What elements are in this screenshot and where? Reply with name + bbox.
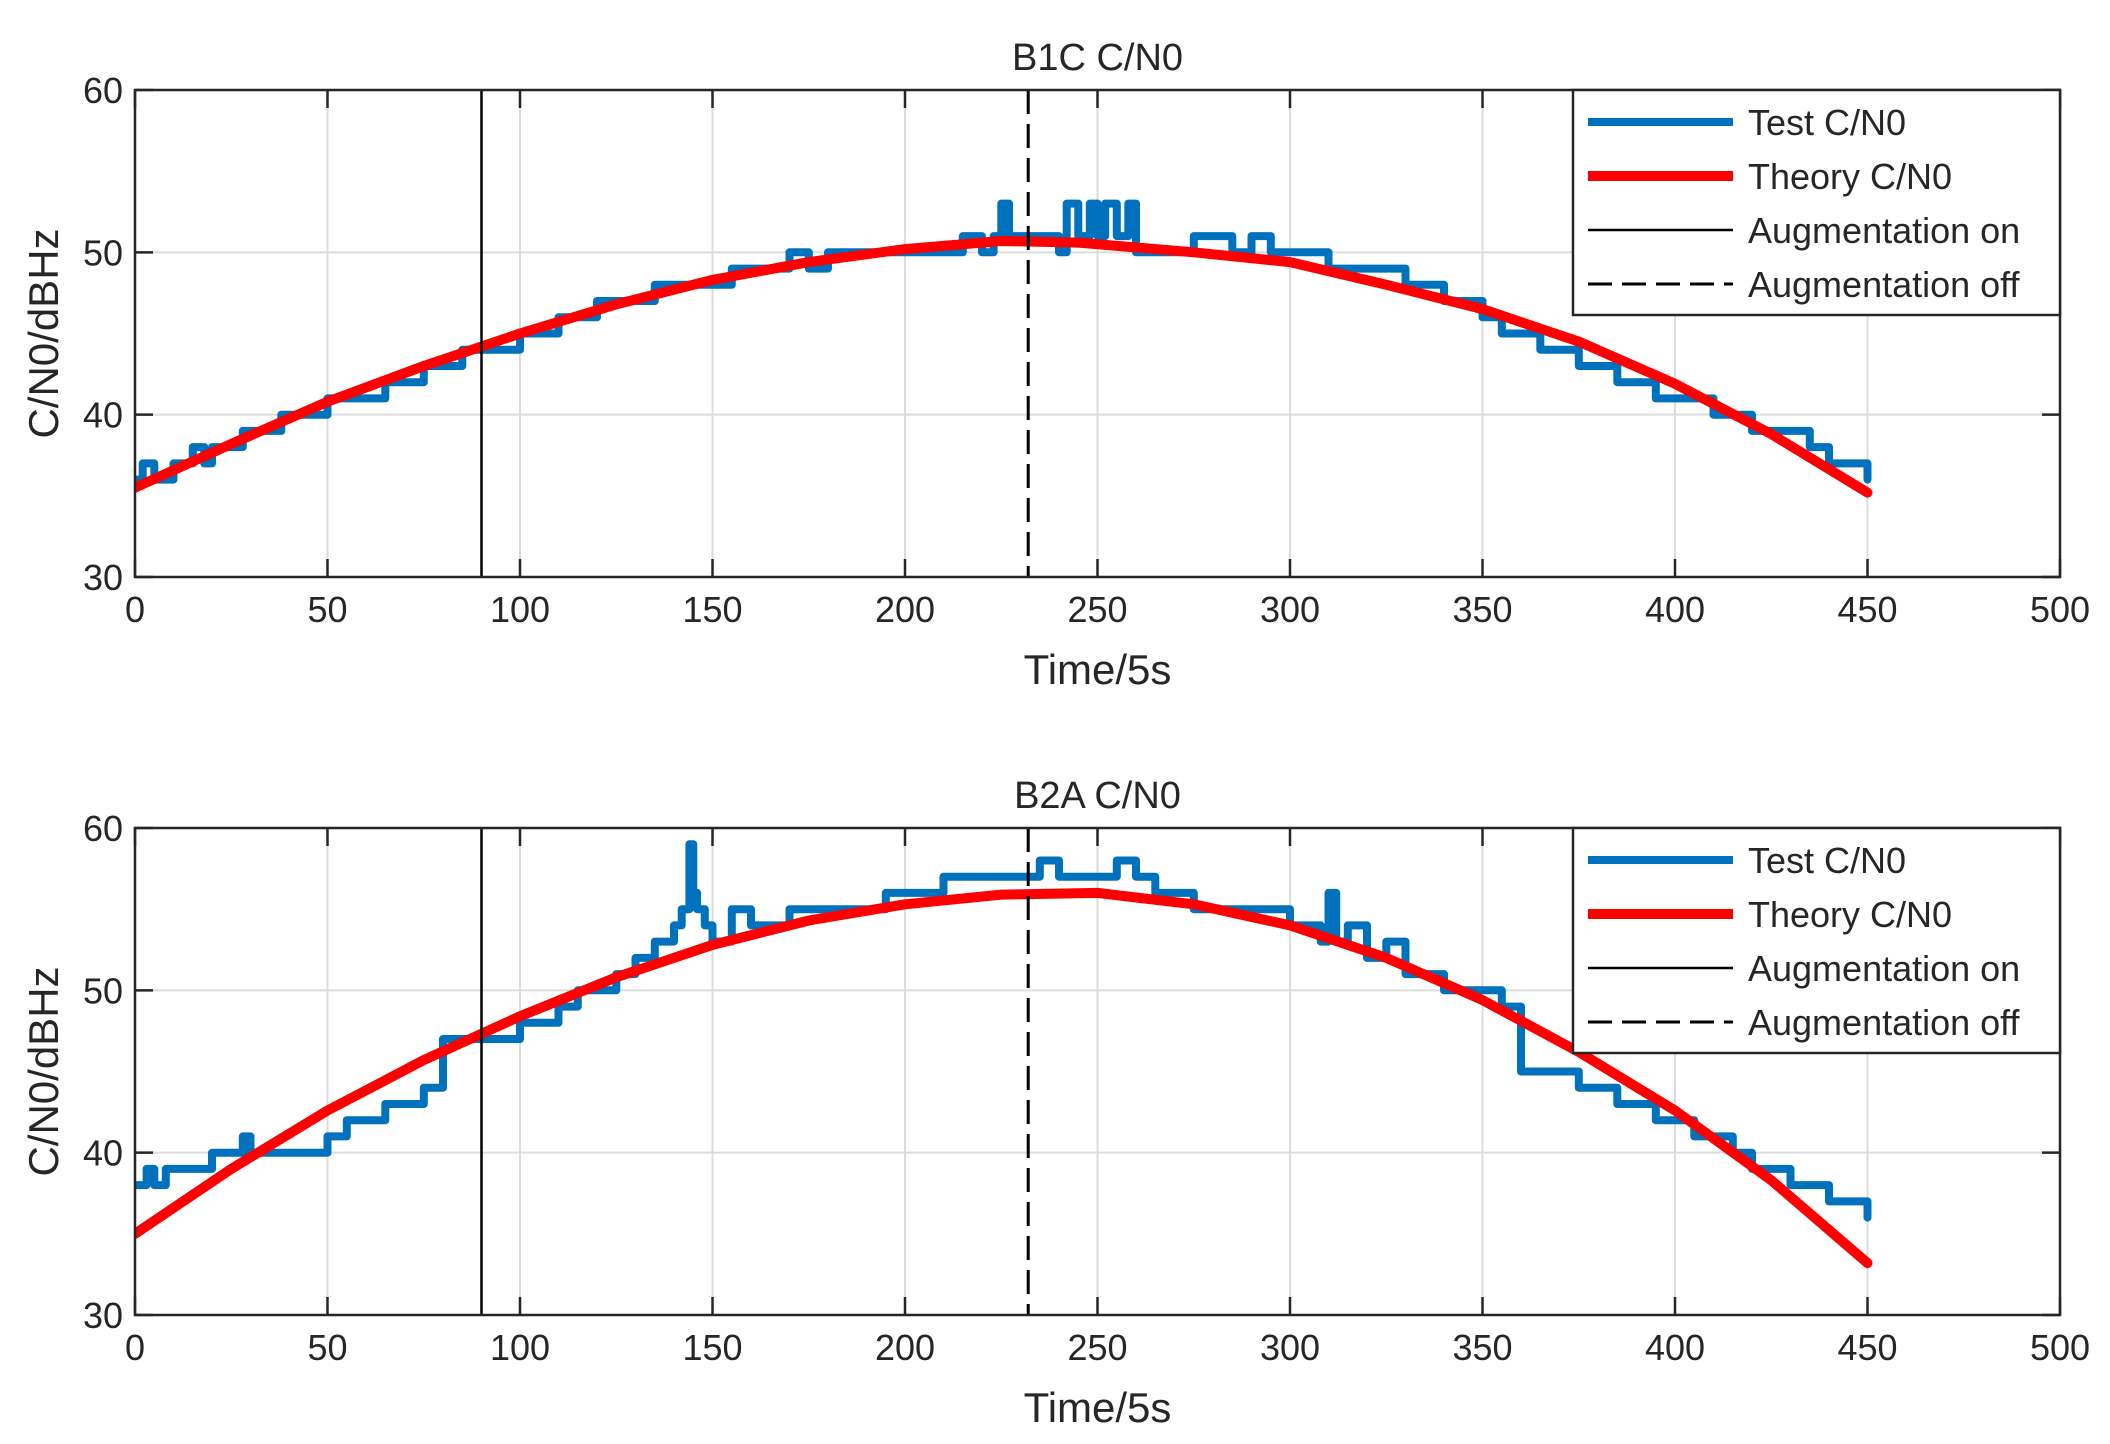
x-tick-label: 500: [2030, 1327, 2090, 1368]
x-tick-label: 500: [2030, 589, 2090, 630]
y-tick-label: 40: [83, 1133, 123, 1174]
y-tick-label: 40: [83, 395, 123, 436]
y-axis-label: C/N0/dBHz: [20, 966, 67, 1176]
legend-label: Augmentation off: [1748, 1002, 2021, 1043]
x-tick-label: 300: [1260, 1327, 1320, 1368]
legend-label: Theory C/N0: [1748, 894, 1952, 935]
legend-label: Augmentation on: [1748, 210, 2020, 251]
chart-title: B1C C/N0: [1012, 37, 1183, 79]
x-axis-label: Time/5s: [1024, 1384, 1172, 1431]
x-tick-label: 150: [682, 1327, 742, 1368]
series-line-theory: [135, 236, 1873, 498]
series-line-test: [135, 840, 1872, 1222]
y-tick-label: 60: [83, 70, 123, 111]
legend-label: Theory C/N0: [1748, 156, 1952, 197]
x-tick-label: 350: [1452, 589, 1512, 630]
x-axis-label: Time/5s: [1024, 646, 1172, 693]
x-tick-label: 50: [307, 589, 347, 630]
x-tick-label: 100: [490, 1327, 550, 1368]
legend: Test C/N0 Theory C/N0 Augmentation on Augme…: [1571, 88, 2062, 317]
y-tick-label: 60: [83, 808, 123, 849]
y-tick-label: 50: [83, 232, 123, 273]
legend-label: Test C/N0: [1748, 840, 1906, 881]
x-tick-label: 0: [125, 589, 145, 630]
x-tick-label: 400: [1645, 589, 1705, 630]
y-tick-label: 30: [83, 1295, 123, 1336]
legend-label: Augmentation off: [1748, 264, 2021, 305]
chart-title: B2A C/N0: [1014, 775, 1181, 817]
subplot-1: 0 50 100 150 200 250 300 350 400 450 500 30 40 50 60 B1…: [20, 37, 2090, 693]
x-tick-label: 250: [1067, 1327, 1127, 1368]
legend: Test C/N0 Theory C/N0 Augmentation on Augme…: [1571, 826, 2062, 1055]
x-tick-label: 100: [490, 589, 550, 630]
legend-box: [1571, 88, 2062, 317]
x-tick-label: 200: [875, 1327, 935, 1368]
y-axis-label: C/N0/dBHz: [20, 228, 67, 438]
x-tick-label: 350: [1452, 1327, 1512, 1368]
x-tick-label: 150: [682, 589, 742, 630]
legend-label: Augmentation on: [1748, 948, 2020, 989]
x-tick-label: 300: [1260, 589, 1320, 630]
legend-box: [1571, 826, 2062, 1055]
x-tick-label: 0: [125, 1327, 145, 1368]
y-tick-label: 50: [83, 970, 123, 1011]
plot-area: [135, 199, 1873, 498]
subplot-2: 0 50 100 150 200 250 300 350 400 450 500 30 40 50 60 B2…: [20, 775, 2090, 1431]
series-line-test: [135, 199, 1872, 484]
y-tick-label: 30: [83, 557, 123, 598]
x-tick-label: 50: [307, 1327, 347, 1368]
legend-label: Test C/N0: [1748, 102, 1906, 143]
x-tick-label: 250: [1067, 589, 1127, 630]
x-tick-label: 400: [1645, 1327, 1705, 1368]
x-tick-label: 200: [875, 589, 935, 630]
x-tick-label: 450: [1837, 589, 1897, 630]
x-tick-label: 450: [1837, 1327, 1897, 1368]
